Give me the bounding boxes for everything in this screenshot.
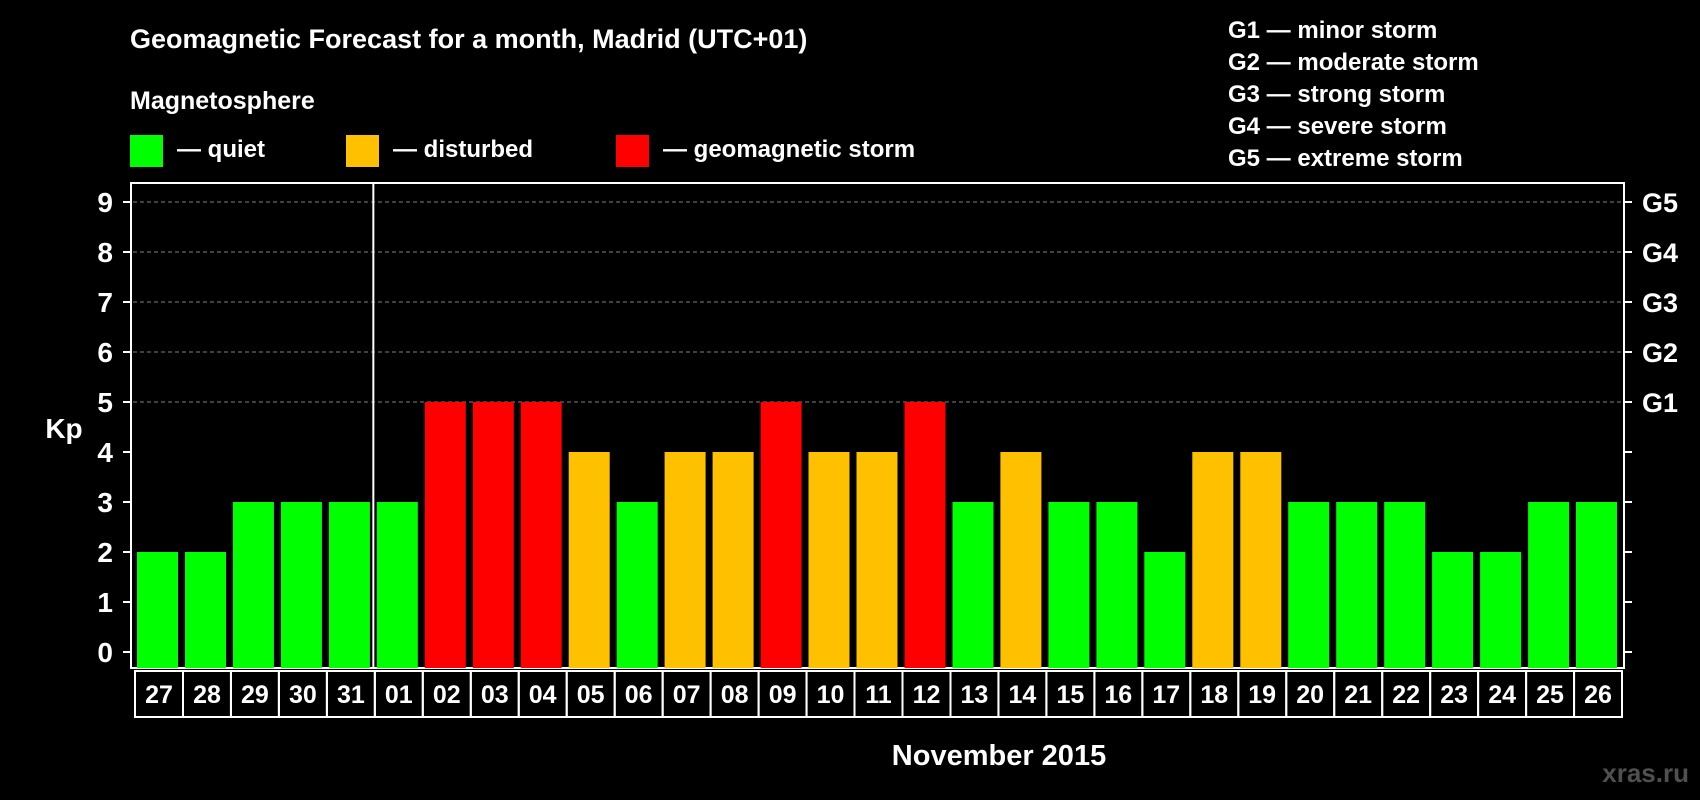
- storm-legend-g1: G1 — minor storm: [1228, 17, 1437, 44]
- bar: [280, 502, 322, 668]
- bar: [1192, 452, 1234, 668]
- y-tick-label: 1: [97, 587, 113, 618]
- x-tick-label: 24: [1488, 681, 1516, 709]
- x-tick-label: 13: [960, 681, 988, 709]
- y-tick-label: 2: [97, 537, 113, 568]
- y-tick-label: 3: [97, 487, 113, 518]
- legend-swatch-quiet: [130, 135, 163, 167]
- legend-swatch-disturbed: [346, 135, 379, 167]
- bar: [856, 452, 898, 668]
- legend-label-quiet: — quiet: [177, 136, 265, 163]
- bar: [1384, 502, 1426, 668]
- bar: [1000, 452, 1042, 668]
- x-tick-label: 04: [529, 681, 557, 709]
- storm-level-label: G1: [1642, 388, 1678, 418]
- legend-heading: Magnetosphere: [130, 87, 315, 115]
- x-tick-label: 02: [433, 681, 461, 709]
- x-tick-label: 22: [1392, 681, 1420, 709]
- bar: [712, 452, 754, 668]
- y-tick-label: 5: [97, 387, 113, 418]
- x-tick-label: 09: [769, 681, 797, 709]
- storm-level-label: G2: [1642, 338, 1678, 368]
- x-tick-label: 01: [385, 681, 413, 709]
- storm-scale-legend: G1 — minor storm G2 — moderate storm G3 …: [1228, 17, 1479, 172]
- x-tick-label: 25: [1536, 681, 1564, 709]
- x-tick-label: 30: [289, 681, 317, 709]
- x-tick-label: 18: [1200, 681, 1228, 709]
- x-tick-label: 08: [721, 681, 749, 709]
- bar: [185, 552, 226, 668]
- bar: [568, 452, 610, 668]
- bar: [1096, 502, 1138, 668]
- bar: [1576, 502, 1617, 668]
- x-tick-label: 14: [1008, 681, 1036, 709]
- bar: [616, 502, 658, 668]
- y-axis-label: Kp: [45, 413, 82, 444]
- bar: [904, 402, 946, 668]
- x-tick-label: 11: [865, 681, 892, 709]
- storm-legend-g4: G4 — severe storm: [1228, 113, 1447, 140]
- bar: [232, 502, 274, 668]
- x-tick-label: 19: [1248, 681, 1276, 709]
- x-tick-label: 21: [1344, 681, 1372, 709]
- x-tick-label: 10: [817, 681, 845, 709]
- x-tick-label: 07: [673, 681, 701, 709]
- bar: [424, 402, 466, 668]
- y-tick-label: 9: [97, 187, 113, 218]
- storm-level-label: G4: [1642, 238, 1678, 268]
- y-tick-label: 7: [97, 287, 113, 318]
- x-axis-label: November 2015: [892, 740, 1106, 772]
- bar: [952, 502, 994, 668]
- storm-legend-g5: G5 — extreme storm: [1228, 145, 1463, 172]
- bar: [1240, 452, 1282, 668]
- x-tick-label: 27: [145, 681, 173, 709]
- bar: [1432, 552, 1474, 668]
- x-tick-box: [1573, 670, 1623, 718]
- y-tick-label: 6: [97, 337, 113, 368]
- bar: [760, 402, 802, 668]
- bar: [664, 452, 706, 668]
- bar: [1048, 502, 1090, 668]
- x-tick-label: 26: [1584, 681, 1612, 709]
- x-tick-label: 15: [1056, 681, 1084, 709]
- x-tick-label: 03: [481, 681, 509, 709]
- bar: [1528, 502, 1570, 668]
- y-tick-label: 8: [97, 237, 113, 268]
- x-tick-label: 20: [1296, 681, 1324, 709]
- bar: [1480, 552, 1522, 668]
- bar: [376, 502, 418, 668]
- y-tick-label: 4: [97, 437, 113, 468]
- storm-legend-g2: G2 — moderate storm: [1228, 49, 1479, 76]
- y-tick-label: 0: [97, 637, 113, 668]
- bar: [1144, 552, 1186, 668]
- x-tick-label: 12: [913, 681, 941, 709]
- x-tick-label: 17: [1152, 681, 1180, 709]
- x-tick-label: 16: [1104, 681, 1132, 709]
- legend-swatch-storm: [616, 135, 649, 167]
- legend-label-storm: — geomagnetic storm: [663, 136, 915, 163]
- bar: [137, 552, 178, 668]
- bar: [1336, 502, 1378, 668]
- storm-level-label: G5: [1642, 188, 1678, 218]
- storm-legend-g3: G3 — strong storm: [1228, 81, 1445, 108]
- bar: [808, 452, 850, 668]
- bar: [472, 402, 514, 668]
- chart-title: Geomagnetic Forecast for a month, Madrid…: [130, 24, 807, 54]
- x-tick-label: 29: [241, 681, 269, 709]
- bar: [328, 502, 370, 668]
- bar: [1288, 502, 1330, 668]
- watermark: xras.ru: [1602, 758, 1689, 788]
- legend-label-disturbed: — disturbed: [393, 136, 533, 163]
- x-tick-label: 31: [337, 681, 365, 709]
- x-tick-label: 23: [1440, 681, 1468, 709]
- x-tick-label: 06: [625, 681, 653, 709]
- x-tick-label: 28: [193, 681, 221, 709]
- legend: — quiet — disturbed — geomagnetic storm: [130, 135, 915, 167]
- x-tick-label: 05: [577, 681, 605, 709]
- storm-level-label: G3: [1642, 288, 1678, 318]
- bar: [520, 402, 562, 668]
